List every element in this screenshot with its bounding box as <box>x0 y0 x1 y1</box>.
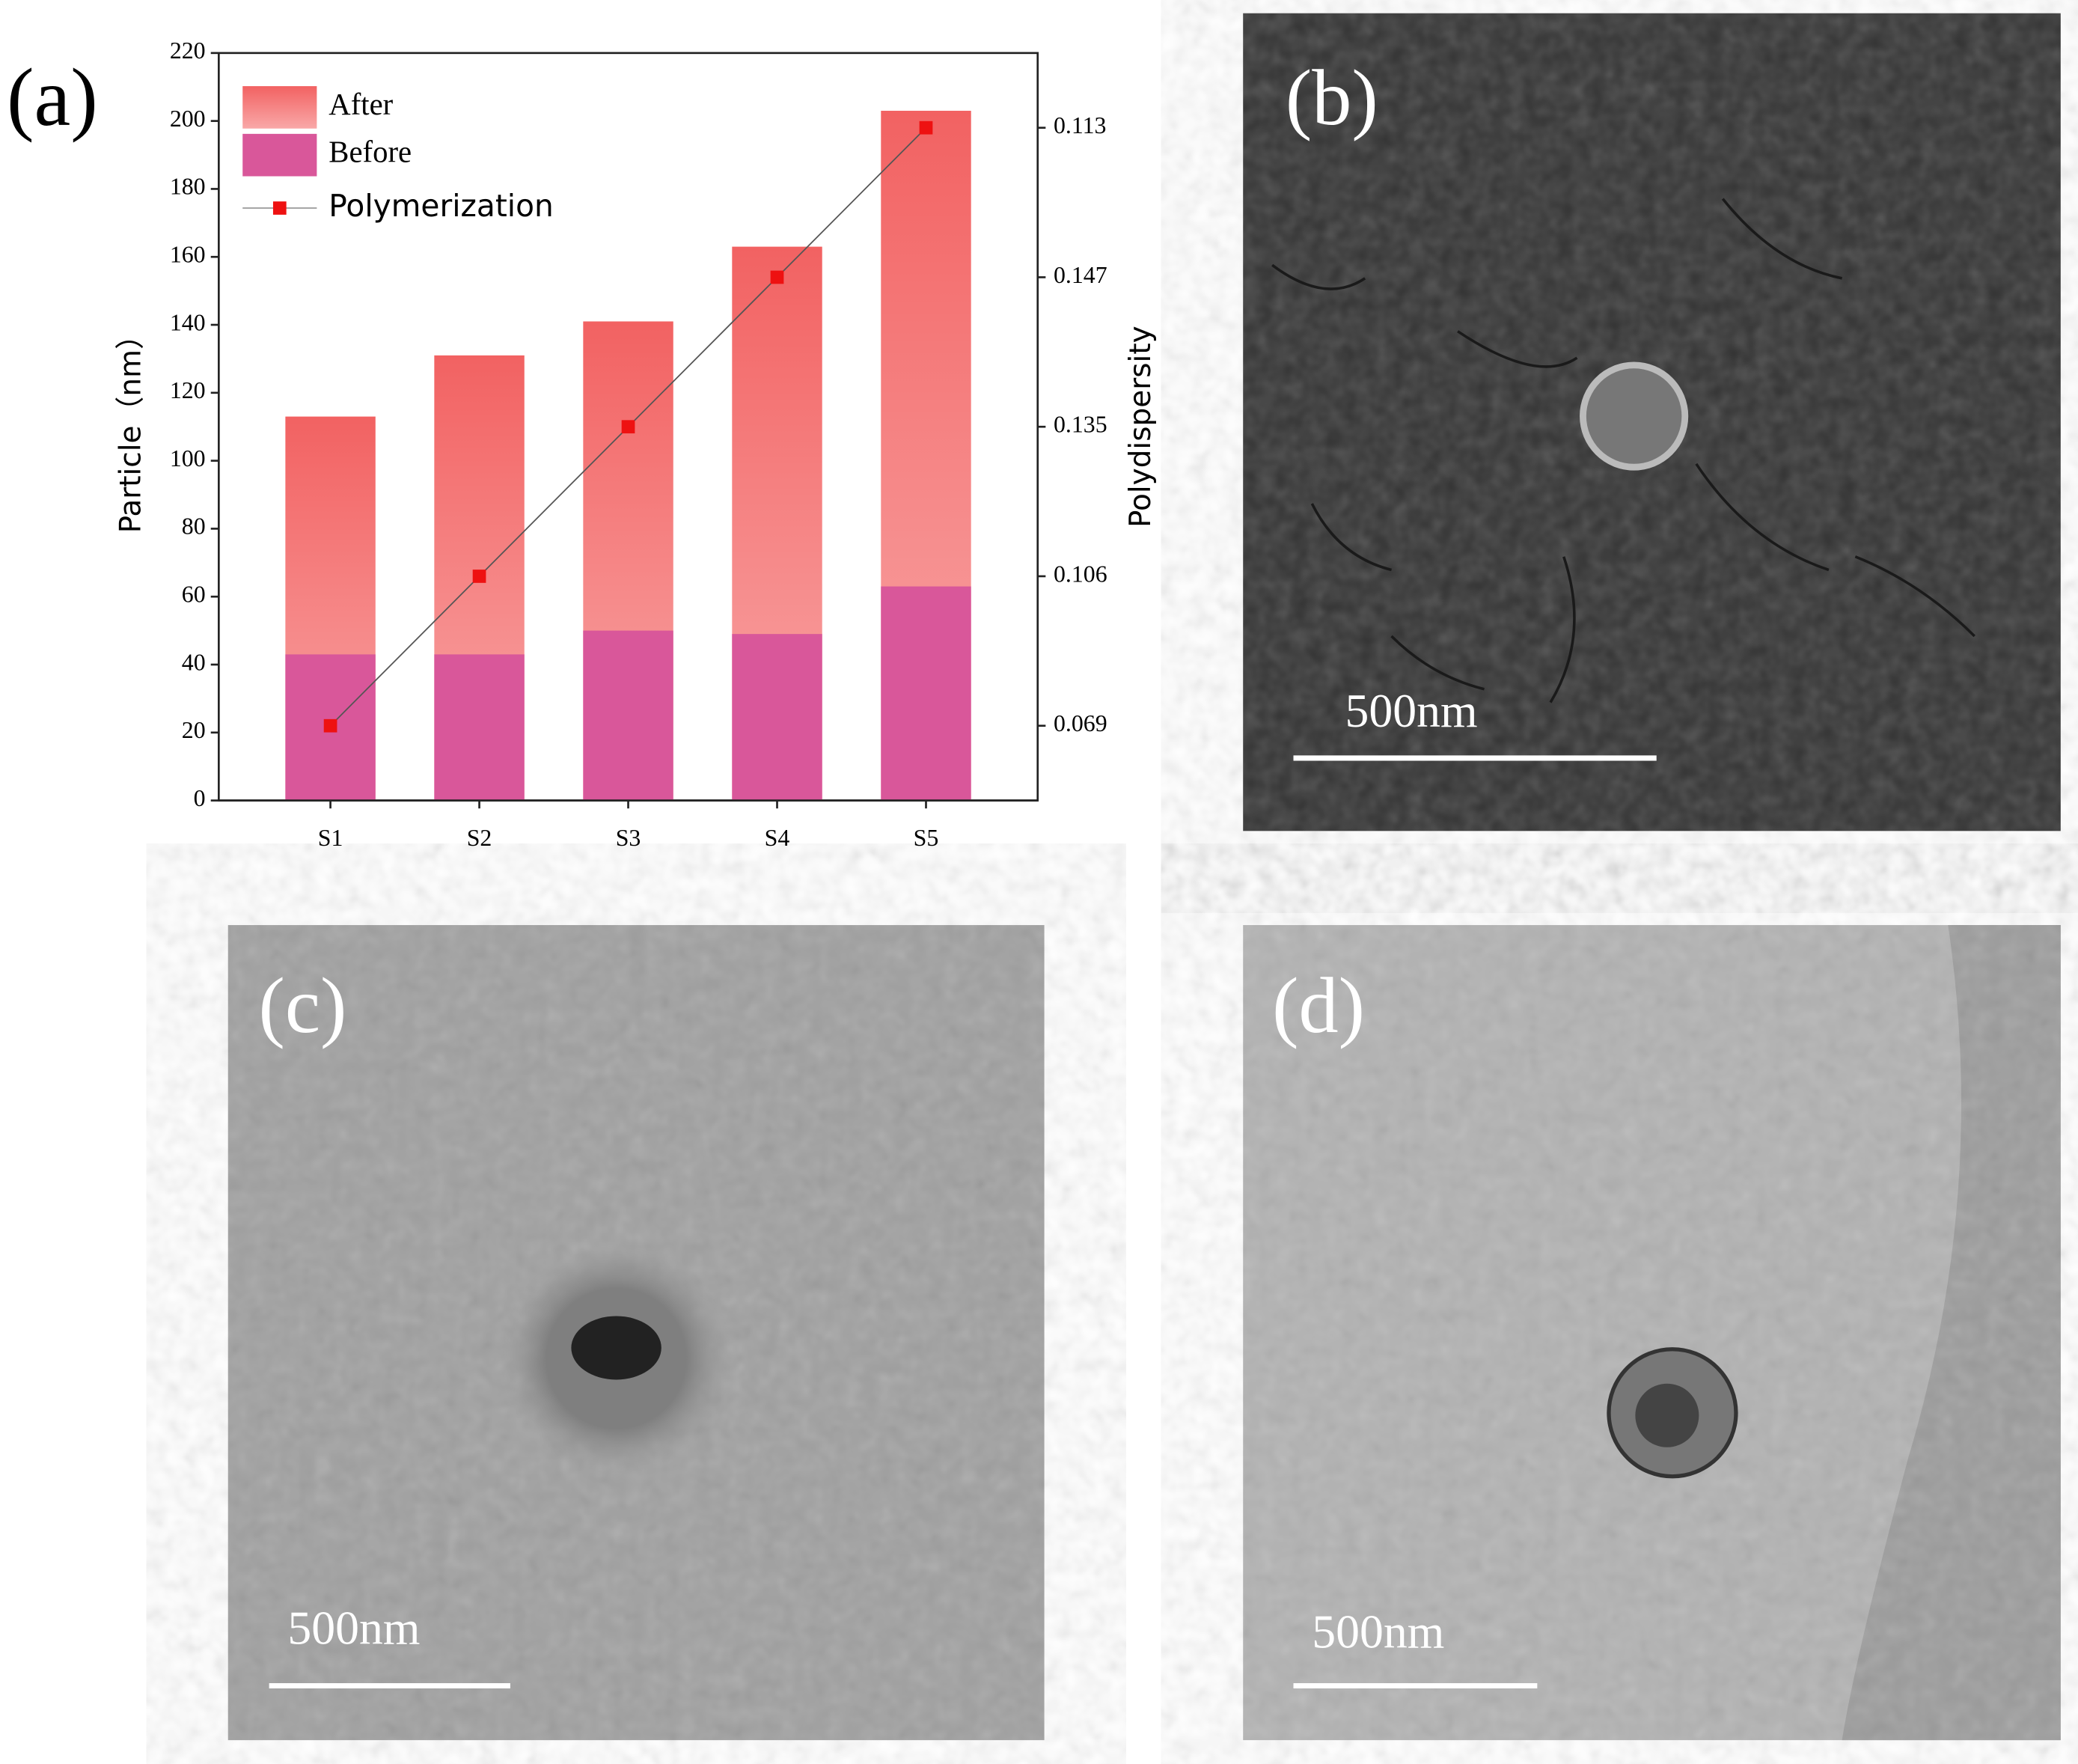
particle-core <box>571 1316 661 1380</box>
x-tick-label: S5 <box>914 825 939 851</box>
bar <box>434 654 525 801</box>
tem-image: (d) 500nm <box>1243 925 2061 1741</box>
y-tick-label: 40 <box>182 649 206 675</box>
panel-label: (c) <box>258 961 346 1049</box>
y-tick-label: 80 <box>182 513 206 540</box>
bar <box>732 634 822 801</box>
y-tick-label: 60 <box>182 582 206 608</box>
y-tick-label: 20 <box>182 717 206 743</box>
legend-label: After <box>328 88 393 121</box>
legend-label: Before <box>328 135 412 169</box>
y-tick-label: 0 <box>194 785 206 811</box>
y2-tick-label: 0.069 <box>1054 710 1107 736</box>
legend-swatch <box>242 133 317 177</box>
y-tick-label: 160 <box>170 242 206 268</box>
x-tick-label: S1 <box>318 825 343 851</box>
legend-swatch <box>242 86 317 129</box>
scale-bar-label: 500nm <box>1312 1605 1444 1658</box>
y2-tick-label: 0.135 <box>1054 412 1107 438</box>
tem-image: (c) 500nm <box>227 925 1045 1741</box>
y-tick-label: 200 <box>170 106 206 132</box>
image-texture <box>1243 925 2061 1741</box>
y2-tick-label: 0.113 <box>1054 112 1107 138</box>
y-tick-label: 100 <box>170 445 206 471</box>
y-tick-label: 220 <box>170 37 206 64</box>
scale-bar-label: 500nm <box>1345 684 1478 737</box>
bar <box>881 586 971 801</box>
y-tick-label: 120 <box>170 377 206 403</box>
panel-label: (a) <box>7 52 98 143</box>
bar <box>583 630 673 801</box>
y-tick-label: 140 <box>170 309 206 335</box>
particle-core <box>1635 1383 1699 1447</box>
y2-axis-title: Polydispersity <box>1124 326 1158 528</box>
marker <box>770 270 784 284</box>
x-tick-label: S2 <box>467 825 492 851</box>
particle-core <box>1586 368 1682 464</box>
x-tick-label: S4 <box>765 825 790 851</box>
marker <box>621 420 635 434</box>
y-axis-title: Particle（nm） <box>114 320 148 533</box>
legend-marker <box>272 201 287 215</box>
cracks <box>1271 198 1975 704</box>
sem-image: (b) 500nm <box>1243 13 2061 831</box>
marker <box>472 570 486 583</box>
y-tick-label: 180 <box>170 174 206 200</box>
x-tick-label: S3 <box>616 825 641 851</box>
y2-tick-label: 0.106 <box>1054 561 1107 587</box>
panel-label: (b) <box>1286 53 1378 141</box>
y2-tick-label: 0.147 <box>1054 262 1107 288</box>
scale-bar-label: 500nm <box>287 1601 420 1654</box>
marker <box>323 718 337 733</box>
legend-label: Polymerization <box>328 188 554 224</box>
panel-label: (d) <box>1272 961 1365 1049</box>
marker <box>919 120 933 135</box>
